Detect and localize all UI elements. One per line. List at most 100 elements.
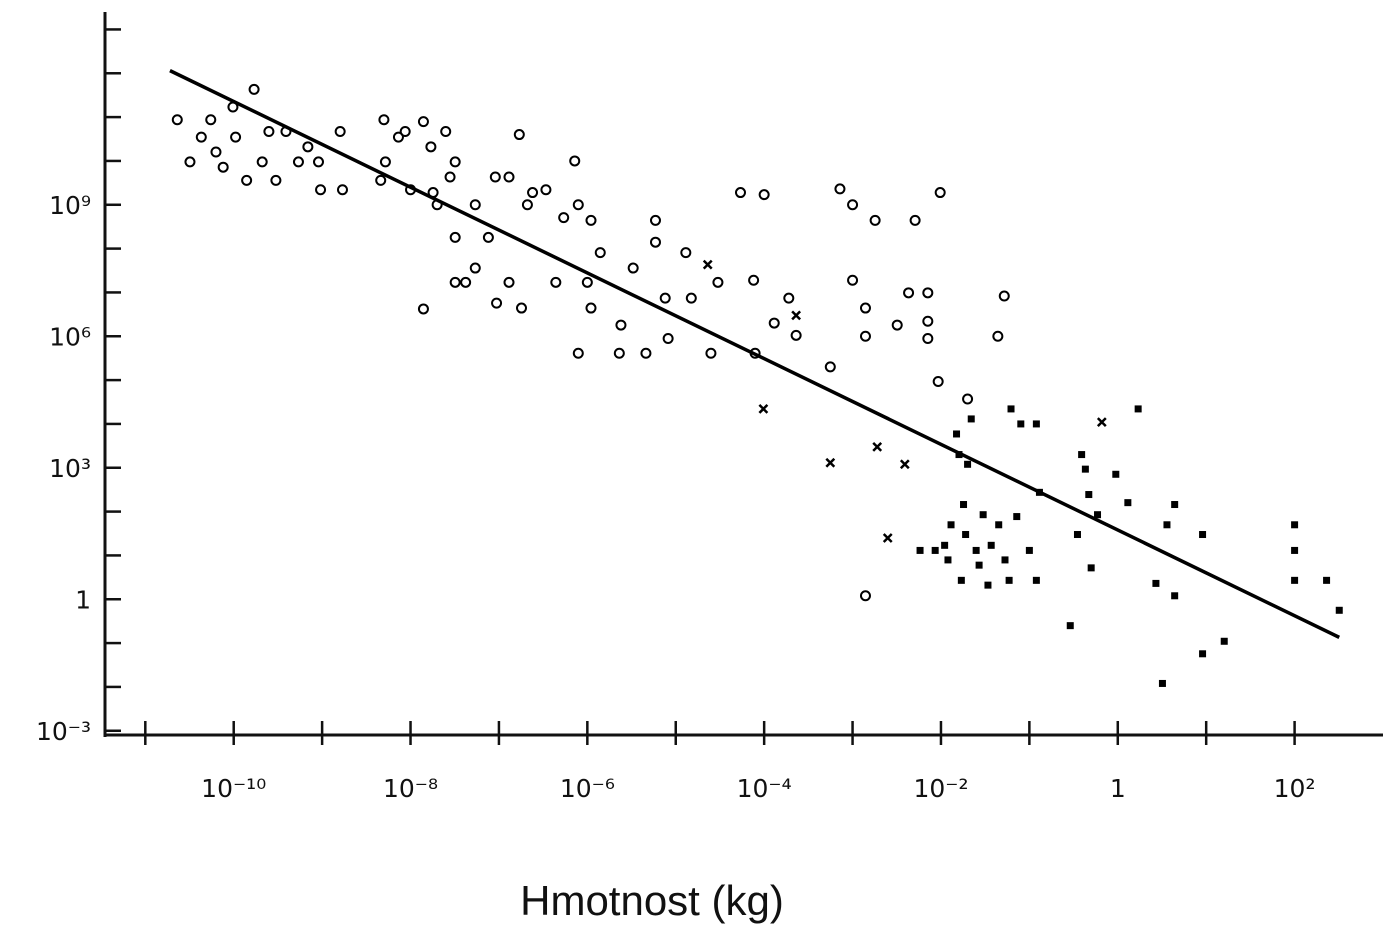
data-point (1013, 513, 1021, 521)
data-point (569, 155, 581, 167)
data-point (378, 114, 390, 126)
data-point (987, 541, 995, 549)
y-tick-label: 10³ (49, 454, 91, 483)
data-point (489, 171, 501, 183)
data-point (1291, 521, 1299, 529)
data-point (1087, 564, 1095, 572)
x-tick-label: 10² (1274, 774, 1316, 803)
data-point (375, 174, 387, 186)
data-point (460, 276, 472, 288)
data-point (922, 315, 934, 327)
data-point (957, 576, 965, 584)
data-point (270, 174, 282, 186)
data-point (444, 171, 456, 183)
data-point (640, 347, 652, 359)
data-point (1081, 465, 1089, 473)
data-point (964, 460, 972, 468)
x-tick-label: 10⁻⁴ (737, 774, 792, 803)
data-point (572, 199, 584, 211)
data-point (680, 247, 692, 259)
data-point (1323, 576, 1331, 584)
x-tick-label: 10⁻¹⁰ (201, 774, 266, 803)
data-point (872, 441, 883, 452)
data-point (585, 302, 597, 314)
data-point (392, 131, 404, 143)
x-tick-label: 1 (1110, 774, 1126, 803)
data-point (1001, 556, 1009, 564)
data-point (527, 187, 539, 199)
data-point (903, 287, 915, 299)
data-point (469, 262, 481, 274)
data-point (962, 531, 970, 539)
data-point (1032, 420, 1040, 428)
data-point (550, 276, 562, 288)
data-point (979, 511, 987, 519)
data-point (379, 156, 391, 168)
data-point (205, 114, 217, 126)
data-point (662, 332, 674, 344)
data-point (1085, 491, 1093, 499)
data-point (1220, 637, 1228, 645)
data-point (922, 332, 934, 344)
y-tick-label: 1 (75, 585, 91, 614)
data-point (824, 361, 836, 373)
data-point (847, 199, 859, 211)
data-point (417, 116, 429, 128)
data-point (1017, 420, 1025, 428)
x-tick-label: 10⁻² (913, 774, 968, 803)
data-point (449, 156, 461, 168)
data-point (941, 541, 949, 549)
data-point (685, 292, 697, 304)
data-point (1066, 622, 1074, 630)
data-point (984, 581, 992, 589)
data-point (705, 347, 717, 359)
data-point (1005, 576, 1013, 584)
y-tick-label: 10⁻³ (36, 717, 91, 746)
data-point (581, 276, 593, 288)
data-point (758, 404, 769, 414)
fit-line (169, 69, 1341, 639)
data-point (1199, 650, 1207, 658)
data-point (217, 161, 229, 173)
data-point (869, 214, 881, 226)
data-point (791, 310, 802, 321)
data-point (1078, 451, 1086, 459)
data-point (585, 214, 597, 226)
data-point (1171, 592, 1179, 600)
data-point (302, 141, 314, 153)
data-point (312, 156, 324, 168)
data-point (336, 184, 348, 196)
data-point (947, 521, 955, 529)
data-point (1171, 501, 1179, 509)
data-point (1112, 470, 1120, 478)
data-point (758, 189, 770, 201)
data-point (449, 231, 461, 243)
data-point (315, 184, 327, 196)
data-point (1152, 579, 1160, 587)
data-point (230, 131, 242, 143)
data-point (975, 561, 983, 569)
data-point (834, 183, 846, 195)
data-point (962, 393, 974, 405)
data-point (263, 125, 275, 137)
y-tick-label: 10⁹ (49, 191, 91, 220)
data-point (440, 125, 452, 137)
data-point (734, 187, 746, 199)
data-point (1025, 546, 1033, 554)
data-point (248, 83, 260, 95)
data-point (594, 247, 606, 259)
data-point (909, 214, 921, 226)
data-point (449, 276, 461, 288)
data-point (195, 131, 207, 143)
data-point (882, 533, 893, 543)
data-point (417, 303, 429, 315)
data-point (790, 329, 802, 341)
data-point (613, 347, 625, 359)
data-point (768, 317, 780, 329)
data-point (659, 292, 671, 304)
data-point (491, 297, 503, 309)
data-point (558, 212, 570, 224)
data-point (572, 347, 584, 359)
